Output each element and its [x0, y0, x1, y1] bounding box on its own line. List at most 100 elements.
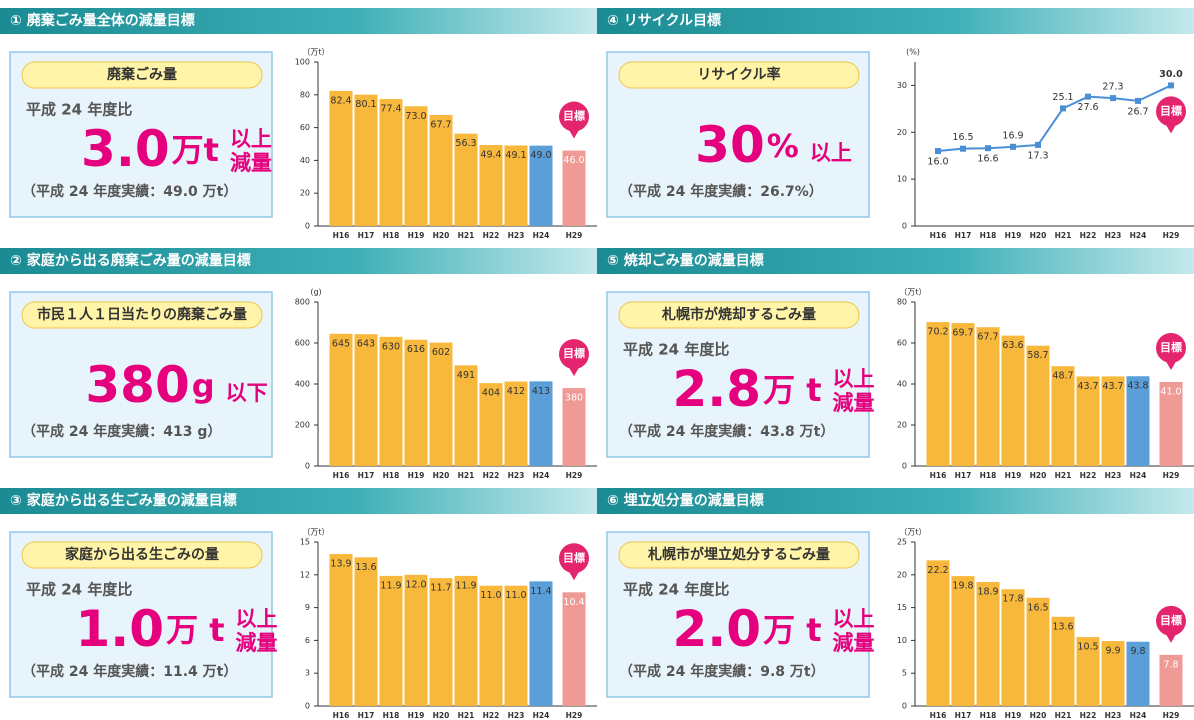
x-tick-label: H20: [433, 231, 450, 240]
x-tick-label: H21: [458, 471, 475, 480]
value-label: 18.9: [977, 587, 998, 598]
big-number: 3.0: [81, 120, 170, 178]
qualifier: 減量: [833, 391, 875, 415]
x-tick-label: H20: [1030, 231, 1047, 240]
bar: [454, 575, 478, 706]
x-tick-label: H21: [458, 231, 475, 240]
bar: [329, 333, 353, 466]
x-tick-label: H17: [955, 711, 972, 720]
x-tick-label: H17: [955, 231, 972, 240]
pill: [21, 61, 263, 89]
bar: [404, 106, 428, 226]
qualifier: 以上: [236, 607, 278, 631]
y-tick-label: 60: [300, 123, 310, 132]
big-unit: 万t: [172, 131, 219, 169]
value-label: 616: [407, 344, 425, 355]
note: （平成 24 年度実績：9.8 万t）: [619, 663, 825, 680]
x-tick-label: H19: [408, 231, 425, 240]
qualifier: 以上: [833, 367, 875, 391]
bar: [454, 365, 478, 466]
x-tick-label: H17: [358, 711, 375, 720]
y-tick-label: 40: [897, 380, 907, 389]
y-tick-label: 0: [902, 222, 907, 231]
bar: [529, 145, 553, 226]
value-label: 413: [532, 386, 550, 397]
x-tick-label: H23: [1105, 231, 1122, 240]
target-label: 目標: [563, 109, 585, 123]
pill-label: 廃棄ごみ量: [107, 66, 177, 83]
bar: [951, 323, 975, 466]
y-tick-label: 20: [897, 128, 907, 137]
big-number: 2.0: [672, 600, 761, 658]
x-tick-label: H16: [333, 471, 350, 480]
value-label: 49.1: [505, 150, 526, 161]
target-badge: [1156, 96, 1186, 127]
section-header: [597, 8, 1194, 34]
value-label: 43.8: [1127, 381, 1148, 392]
note: （平成 24 年度実績：11.4 万t）: [22, 663, 237, 680]
x-tick-label: H18: [980, 711, 997, 720]
x-tick-label: H29: [1163, 711, 1180, 720]
point: [935, 148, 941, 155]
value-label: 17.8: [1002, 594, 1023, 605]
y-tick-label: 400: [295, 380, 310, 389]
bar: [354, 334, 378, 466]
value-label: 49.0: [530, 150, 551, 161]
x-tick-label: H21: [1055, 711, 1072, 720]
bar: [429, 342, 453, 466]
value-label: 630: [382, 341, 400, 352]
pill-label: 札幌市が焼却するごみ量: [661, 306, 816, 323]
point: [1135, 97, 1141, 104]
qualifier: 以下: [226, 381, 268, 405]
note: （平成 24 年度実績：413 g）: [22, 423, 221, 440]
bar: [454, 133, 478, 226]
y-unit: （万t）: [302, 528, 329, 537]
bar: [329, 554, 353, 706]
y-unit: （万t）: [302, 48, 329, 57]
x-tick-label: H21: [1055, 471, 1072, 480]
y-unit: (%): [906, 48, 920, 57]
bar: [562, 388, 586, 466]
big-number: 30: [695, 116, 765, 174]
value-label: 645: [332, 338, 350, 349]
qualifier: 以上: [833, 607, 875, 631]
x-tick-label: H24: [1130, 231, 1147, 240]
x-tick-label: H21: [1055, 231, 1072, 240]
big-value: 380g: [85, 356, 214, 414]
pill: [21, 541, 263, 569]
target-badge: [559, 339, 589, 370]
bar: [562, 150, 586, 226]
bar: [1126, 376, 1150, 466]
bar: [1076, 637, 1100, 706]
y-tick-label: 25: [897, 538, 907, 547]
bar: [1101, 641, 1125, 706]
point: [960, 145, 966, 152]
note: （平成 24 年度実績：26.7%）: [619, 183, 823, 200]
value-label: 25.1: [1052, 92, 1073, 103]
x-tick-label: H17: [358, 231, 375, 240]
x-tick-label: H24: [533, 471, 550, 480]
basis: 平成 24 年度比: [623, 341, 729, 359]
x-tick-label: H18: [980, 231, 997, 240]
big-unit: %: [767, 127, 799, 165]
value-label: 70.2: [927, 327, 948, 338]
big-value: 3.0万t: [81, 120, 219, 178]
value-label: 43.7: [1102, 381, 1123, 392]
qualifier: 以上: [810, 141, 852, 165]
bar: [1159, 654, 1183, 706]
bar: [562, 592, 586, 706]
big-number: 2.8: [672, 360, 761, 418]
y-tick-label: 40: [300, 156, 310, 165]
line: [937, 84, 1172, 153]
pill: [618, 541, 860, 569]
x-tick-label: H23: [1105, 711, 1122, 720]
value-label: 17.3: [1027, 150, 1048, 161]
y-tick-label: 800: [295, 298, 310, 307]
value-label: 602: [432, 347, 450, 358]
x-tick-label: H18: [980, 471, 997, 480]
value-label: 16.9: [1002, 130, 1023, 141]
y-tick-label: 0: [902, 462, 907, 471]
value-label: 11.4: [530, 586, 551, 597]
y-tick-label: 5: [902, 669, 907, 678]
target-label: 目標: [1160, 340, 1182, 354]
